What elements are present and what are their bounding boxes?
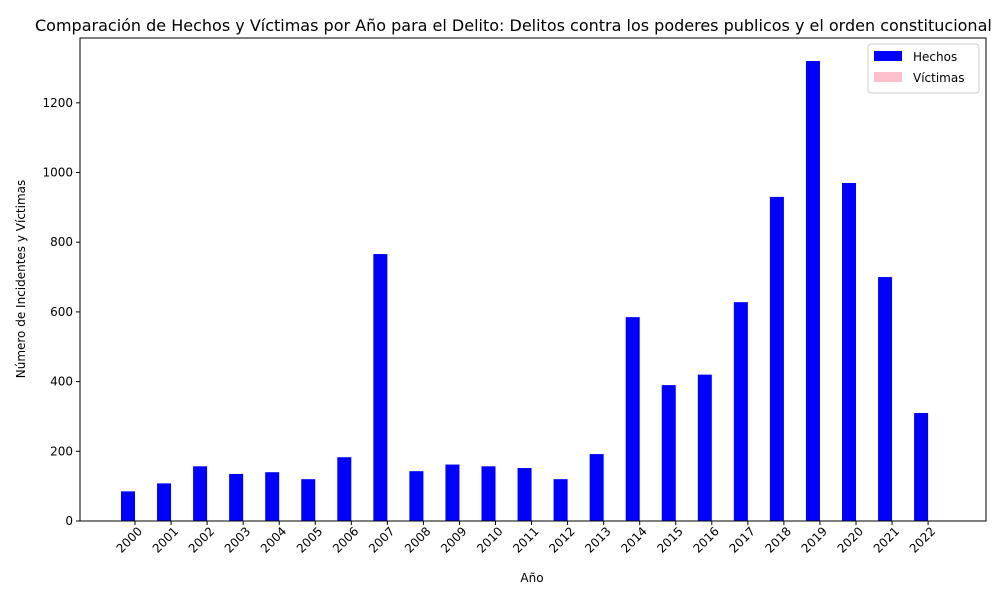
x-tick-label: 2021 bbox=[871, 524, 902, 555]
y-tick-label: 600 bbox=[50, 305, 73, 319]
bar-hechos-2011 bbox=[517, 468, 532, 521]
bar-hechos-2002 bbox=[193, 466, 208, 521]
bar-hechos-2016 bbox=[697, 374, 712, 521]
bar-hechos-2004 bbox=[265, 472, 280, 521]
legend-swatch bbox=[874, 72, 902, 82]
x-tick-label: 2020 bbox=[835, 524, 866, 555]
legend-label: Víctimas bbox=[913, 71, 964, 85]
x-tick-label: 2007 bbox=[366, 524, 397, 555]
x-tick-label: 2010 bbox=[474, 524, 505, 555]
y-tick-label: 200 bbox=[50, 444, 73, 458]
x-tick-label: 2004 bbox=[258, 524, 289, 555]
plot-frame bbox=[79, 37, 987, 522]
x-tick-label: 2003 bbox=[222, 524, 253, 555]
x-tick-label: 2009 bbox=[438, 524, 469, 555]
bar-hechos-2001 bbox=[157, 483, 172, 521]
bar-hechos-2018 bbox=[769, 196, 784, 521]
bar-hechos-2013 bbox=[589, 454, 604, 521]
y-tick-label: 1000 bbox=[42, 166, 73, 180]
bar-hechos-2007 bbox=[373, 254, 388, 521]
y-axis-label: Número de Incidentes y Víctimas bbox=[14, 180, 28, 379]
chart-title: Comparación de Hechos y Víctimas por Año… bbox=[35, 16, 992, 35]
x-tick-label: 2011 bbox=[510, 524, 541, 555]
x-tick-label: 2015 bbox=[654, 524, 685, 555]
x-tick-label: 2022 bbox=[907, 524, 938, 555]
bar-hechos-2005 bbox=[301, 479, 316, 521]
x-tick-label: 2006 bbox=[330, 524, 361, 555]
bar-hechos-2022 bbox=[914, 412, 929, 521]
x-tick-label: 2018 bbox=[763, 524, 794, 555]
x-tick-label: 2001 bbox=[150, 524, 181, 555]
y-tick-label: 1200 bbox=[42, 96, 73, 110]
x-tick-label: 2000 bbox=[114, 524, 145, 555]
y-tick-label: 400 bbox=[50, 375, 73, 389]
y-tick-label: 800 bbox=[50, 235, 73, 249]
bar-hechos-2009 bbox=[445, 464, 460, 521]
legend: Hechos Víctimas bbox=[867, 43, 980, 94]
bar-hechos-2015 bbox=[661, 385, 676, 521]
legend-label: Hechos bbox=[913, 50, 957, 64]
bar-hechos-2017 bbox=[733, 302, 748, 521]
bar-hechos-2021 bbox=[878, 277, 893, 521]
bar-hechos-2012 bbox=[553, 479, 568, 521]
bar-hechos-2000 bbox=[121, 491, 135, 521]
x-axis-label: Año bbox=[520, 571, 543, 585]
x-tick-label: 2014 bbox=[618, 524, 649, 555]
x-tick-label: 2013 bbox=[582, 524, 613, 555]
x-axis: 2000 2001 2002 2003 2004 2005 2006 2007 2008 2009… bbox=[114, 521, 938, 556]
y-axis: 0 200 400 600 800 1000 1200 bbox=[42, 96, 80, 528]
x-tick-label: 2016 bbox=[690, 524, 721, 555]
bar-hechos-2014 bbox=[625, 317, 640, 521]
bar-hechos-2006 bbox=[337, 457, 352, 521]
x-tick-label: 2017 bbox=[726, 524, 757, 555]
y-tick-label: 0 bbox=[65, 514, 73, 528]
bar-hechos-2008 bbox=[409, 471, 424, 521]
legend-swatch bbox=[874, 51, 902, 61]
x-tick-label: 2012 bbox=[546, 524, 577, 555]
x-tick-label: 2019 bbox=[799, 524, 830, 555]
bar-hechos-2019 bbox=[805, 61, 820, 521]
x-tick-label: 2002 bbox=[186, 524, 217, 555]
bar-hechos-2003 bbox=[229, 473, 244, 521]
plot-area bbox=[121, 61, 929, 521]
bar-hechos-2010 bbox=[481, 466, 496, 521]
x-tick-label: 2008 bbox=[402, 524, 433, 555]
bar-hechos-2020 bbox=[842, 182, 856, 521]
x-tick-label: 2005 bbox=[294, 524, 325, 555]
